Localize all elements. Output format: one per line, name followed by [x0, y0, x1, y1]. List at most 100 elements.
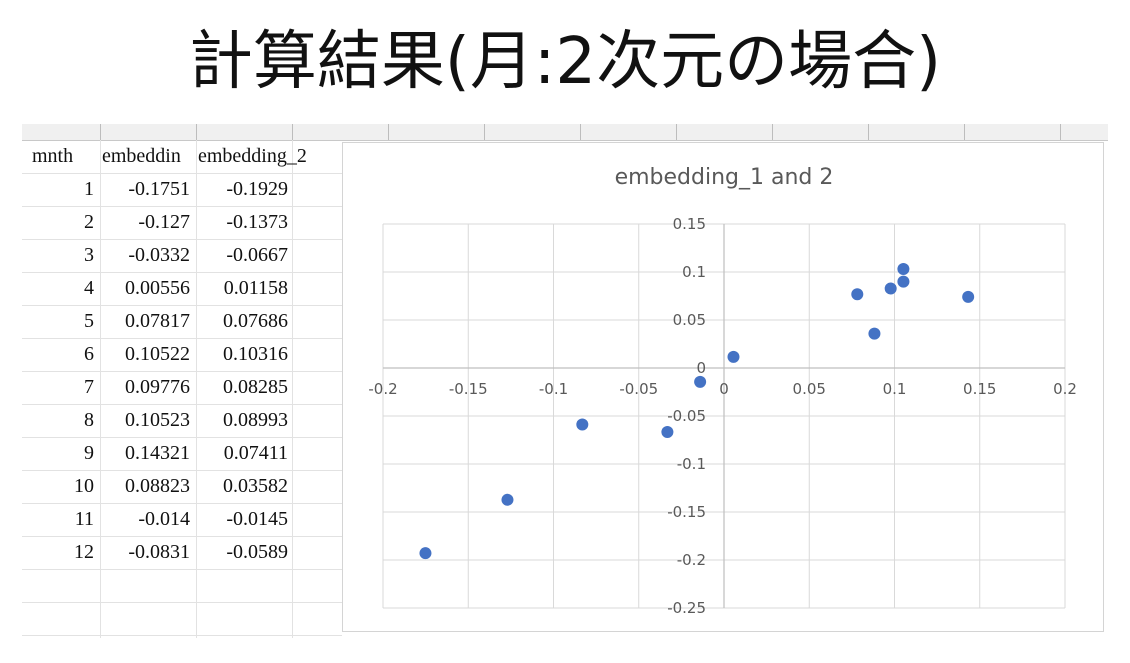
cell-embedding-2[interactable]: -0.0667 — [226, 244, 288, 266]
header-embedding-1[interactable]: embeddin — [102, 145, 181, 167]
column-header-separator — [580, 124, 581, 140]
column-header-separator — [772, 124, 773, 140]
column-gridline — [100, 140, 101, 638]
row-gridline — [22, 536, 342, 537]
row-gridline — [22, 602, 342, 603]
chart-title: embedding_1 and 2 — [614, 165, 834, 190]
scatter-point — [962, 290, 975, 303]
plot-area: -0.2 -0.15 -0.1 -0.05 0 0.05 0.1 0.15 0.2 -0.25 -0… — [368, 215, 1077, 617]
cell-embedding-2[interactable]: 0.03582 — [223, 475, 288, 497]
x-tick-label: -0.05 — [619, 380, 658, 398]
x-tick-label: 0.2 — [1053, 380, 1077, 398]
cell-embedding-2[interactable]: 0.07686 — [223, 310, 288, 332]
y-tick-label: 0.1 — [682, 263, 706, 281]
row-gridline — [22, 371, 342, 372]
cell-embedding-1[interactable]: -0.0332 — [128, 244, 190, 266]
scatter-point — [884, 282, 897, 295]
column-header-separator — [292, 124, 293, 140]
row-gridline — [22, 404, 342, 405]
cell-mnth[interactable]: 5 — [84, 310, 94, 332]
scatter-chart[interactable]: embedding_1 and 2 -0.2 -0.15 -0.1 -0.05 0 0.0… — [342, 142, 1104, 632]
column-header-separator — [100, 124, 101, 140]
scatter-point — [897, 275, 910, 288]
cell-embedding-1[interactable]: 0.09776 — [125, 376, 190, 398]
header-embedding-2[interactable]: embedding_2 — [198, 145, 307, 167]
column-header-separator — [484, 124, 485, 140]
cell-embedding-1[interactable]: 0.14321 — [125, 442, 190, 464]
column-header-separator — [1060, 124, 1061, 140]
y-tick-label: -0.2 — [677, 551, 706, 569]
cell-embedding-1[interactable]: -0.0831 — [128, 541, 190, 563]
y-tick-label: 0.05 — [673, 311, 706, 329]
cell-embedding-1[interactable]: -0.127 — [138, 211, 190, 233]
row-gridline — [22, 206, 342, 207]
x-tick-label: 0.05 — [793, 380, 826, 398]
cell-embedding-1[interactable]: 0.10523 — [125, 409, 190, 431]
cell-embedding-2[interactable]: 0.08993 — [223, 409, 288, 431]
y-tick-label: -0.25 — [667, 599, 706, 617]
scatter-point — [576, 418, 589, 431]
cell-embedding-1[interactable]: -0.1751 — [128, 178, 190, 200]
cell-embedding-2[interactable]: -0.0589 — [226, 541, 288, 563]
cell-mnth[interactable]: 3 — [84, 244, 94, 266]
x-tick-label: 0 — [719, 380, 729, 398]
x-tick-label: -0.2 — [368, 380, 397, 398]
column-header-bar — [22, 124, 1108, 141]
cell-embedding-2[interactable]: -0.1373 — [226, 211, 288, 233]
cell-mnth[interactable]: 1 — [84, 178, 94, 200]
row-gridline — [22, 470, 342, 471]
cell-embedding-2[interactable]: 0.07411 — [223, 442, 288, 464]
cell-embedding-1[interactable]: 0.08823 — [125, 475, 190, 497]
cell-embedding-2[interactable]: -0.1929 — [226, 178, 288, 200]
scatter-point — [694, 375, 707, 388]
page-title: 計算結果(月:2次元の場合) — [188, 25, 942, 99]
cell-embedding-2[interactable]: 0.10316 — [223, 343, 288, 365]
column-header-separator — [388, 124, 389, 140]
scatter-point — [868, 327, 881, 340]
x-tick-label: 0.15 — [963, 380, 996, 398]
column-gridline — [292, 140, 293, 638]
y-tick-label: -0.15 — [667, 503, 706, 521]
scatter-point — [501, 493, 514, 506]
scatter-point — [661, 426, 674, 439]
cell-mnth[interactable]: 7 — [84, 376, 94, 398]
cell-embedding-1[interactable]: 0.10522 — [125, 343, 190, 365]
cell-embedding-2[interactable]: 0.08285 — [223, 376, 288, 398]
y-tick-label: -0.05 — [667, 407, 706, 425]
column-header-separator — [676, 124, 677, 140]
cell-mnth[interactable]: 4 — [84, 277, 94, 299]
cell-embedding-1[interactable]: -0.014 — [138, 508, 190, 530]
header-mnth[interactable]: mnth — [32, 145, 74, 167]
cell-embedding-2[interactable]: -0.0145 — [226, 508, 288, 530]
row-gridline — [22, 338, 342, 339]
x-tick-label: -0.1 — [539, 380, 568, 398]
column-gridline — [196, 140, 197, 638]
column-header-separator — [868, 124, 869, 140]
row-gridline — [22, 272, 342, 273]
column-header-separator — [196, 124, 197, 140]
x-tick-label: -0.15 — [449, 380, 488, 398]
cell-mnth[interactable]: 12 — [74, 541, 94, 563]
cell-mnth[interactable]: 6 — [84, 343, 94, 365]
row-gridline — [22, 239, 342, 240]
y-tick-label: -0.1 — [677, 455, 706, 473]
row-gridline — [22, 503, 342, 504]
cell-embedding-2[interactable]: 0.01158 — [223, 277, 288, 299]
y-tick-label: 0.15 — [673, 215, 706, 233]
row-gridline — [22, 437, 342, 438]
row-gridline — [22, 305, 342, 306]
scatter-point — [727, 350, 740, 363]
y-tick-label: 0 — [696, 359, 706, 377]
cell-mnth[interactable]: 11 — [74, 508, 94, 530]
cell-mnth[interactable]: 8 — [84, 409, 94, 431]
row-gridline — [22, 569, 342, 570]
column-header-separator — [964, 124, 965, 140]
cell-embedding-1[interactable]: 0.07817 — [125, 310, 190, 332]
cell-mnth[interactable]: 2 — [84, 211, 94, 233]
cell-mnth[interactable]: 10 — [74, 475, 94, 497]
scatter-point — [419, 547, 432, 560]
cell-embedding-1[interactable]: 0.00556 — [125, 277, 190, 299]
cell-mnth[interactable]: 9 — [84, 442, 94, 464]
row-gridline — [22, 635, 342, 636]
scatter-point — [851, 288, 864, 301]
